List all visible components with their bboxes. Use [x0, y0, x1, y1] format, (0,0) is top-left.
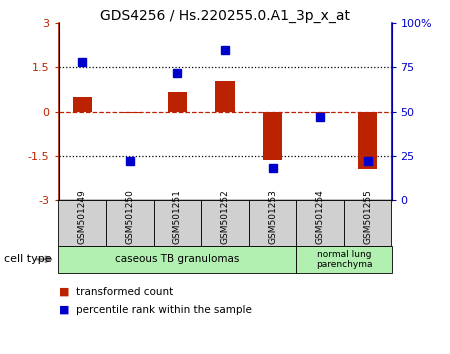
Bar — [344, 200, 392, 246]
Bar — [153, 200, 201, 246]
Text: GSM501255: GSM501255 — [363, 189, 372, 244]
Text: GSM501249: GSM501249 — [78, 189, 87, 244]
Bar — [297, 200, 344, 246]
Text: ■: ■ — [58, 287, 69, 297]
Bar — [168, 92, 187, 112]
Bar — [201, 200, 249, 246]
Bar — [106, 200, 153, 246]
Text: ■: ■ — [58, 305, 69, 315]
Text: GSM501254: GSM501254 — [315, 189, 324, 244]
Text: GSM501253: GSM501253 — [268, 189, 277, 244]
Bar — [73, 97, 92, 112]
Bar — [120, 112, 140, 113]
Bar — [358, 112, 377, 169]
Text: GDS4256 / Hs.220255.0.A1_3p_x_at: GDS4256 / Hs.220255.0.A1_3p_x_at — [100, 9, 350, 23]
Text: cell type: cell type — [4, 254, 52, 264]
Bar — [310, 112, 330, 113]
Bar — [216, 80, 234, 112]
Bar — [297, 246, 392, 273]
Text: transformed count: transformed count — [76, 287, 174, 297]
Bar — [249, 200, 297, 246]
Bar — [58, 200, 106, 246]
Text: GSM501251: GSM501251 — [173, 189, 182, 244]
Text: GSM501250: GSM501250 — [126, 189, 135, 244]
Text: normal lung
parenchyma: normal lung parenchyma — [316, 250, 372, 269]
Text: GSM501252: GSM501252 — [220, 189, 230, 244]
Text: caseous TB granulomas: caseous TB granulomas — [115, 254, 239, 264]
Bar — [263, 112, 282, 160]
Bar — [58, 246, 297, 273]
Text: percentile rank within the sample: percentile rank within the sample — [76, 305, 252, 315]
